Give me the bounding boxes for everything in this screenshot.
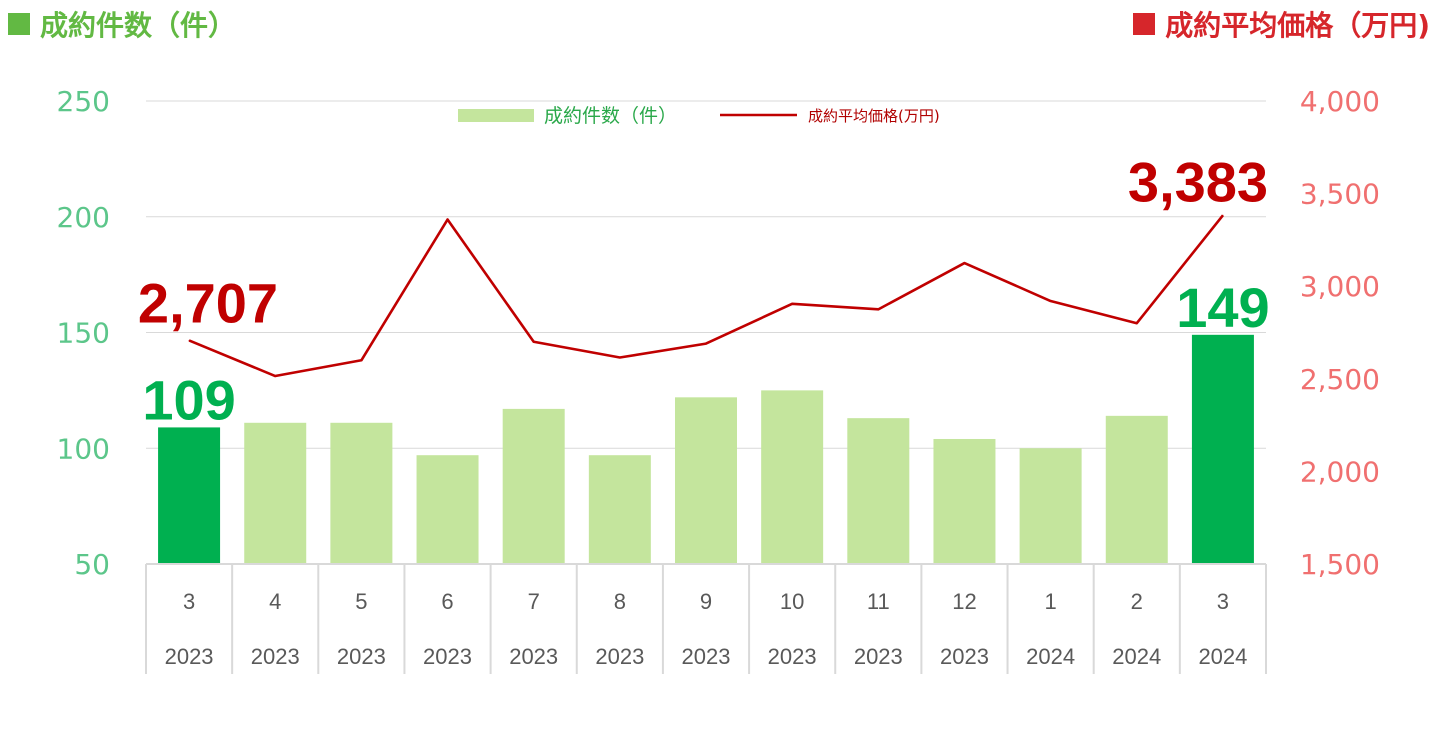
category-month-label: 12 <box>952 589 976 614</box>
right-tick-label: 4,000 <box>1300 85 1380 118</box>
right-tick-label: 1,500 <box>1300 548 1380 581</box>
right-tick-label: 3,000 <box>1300 270 1380 303</box>
category-year-label: 2023 <box>595 644 644 669</box>
count-bar <box>933 438 996 564</box>
count-bar <box>1191 334 1254 564</box>
category-year-label: 2023 <box>768 644 817 669</box>
count-bar <box>588 455 651 564</box>
price-point <box>1050 300 1052 302</box>
count-bar <box>502 408 565 564</box>
legend-count-label: 成約件数（件） <box>544 105 677 127</box>
price-point <box>1222 214 1224 216</box>
category-month-label: 5 <box>355 589 367 614</box>
left-tick-label: 100 <box>57 432 110 465</box>
price-point <box>274 375 276 377</box>
left-tick-label: 150 <box>57 317 110 350</box>
right-axis-title-text: 成約平均価格（万円) <box>1165 9 1430 42</box>
axes: 50 100 150 200 250 1,500 2,000 2,500 3,000 3,500 4… <box>57 85 1380 581</box>
count-bar <box>244 422 307 564</box>
price-point <box>619 357 621 359</box>
price-point <box>360 359 362 361</box>
category-year-label: 2023 <box>165 644 214 669</box>
category-year-label: 2023 <box>682 644 731 669</box>
right-tick-label: 2,500 <box>1300 363 1380 396</box>
price-point <box>188 339 190 341</box>
category-axis: 3 2023 4 2023 5 2023 6 2023 7 2023 8 2023 9 2023 10 202… <box>145 563 1267 674</box>
right-tick-label: 3,500 <box>1300 178 1380 211</box>
category-year-label: 2024 <box>1112 644 1161 669</box>
category-year-label: 2023 <box>940 644 989 669</box>
last-price-label: 3,383 <box>1128 150 1268 213</box>
left-axis-title: 成約件数（件） <box>8 4 236 44</box>
left-axis-title-text: 成約件数（件） <box>40 9 237 42</box>
category-month-label: 1 <box>1044 589 1056 614</box>
price-point <box>877 308 879 310</box>
category-month-label: 3 <box>183 589 195 614</box>
count-bar <box>761 390 824 564</box>
category-year-label: 2024 <box>1026 644 1075 669</box>
count-bar <box>416 455 479 564</box>
left-tick-label: 50 <box>74 548 110 581</box>
category-year-label: 2024 <box>1198 644 1247 669</box>
category-year-label: 2023 <box>423 644 472 669</box>
category-month-label: 10 <box>780 589 804 614</box>
price-point <box>447 219 449 221</box>
category-year-label: 2023 <box>251 644 300 669</box>
price-point <box>963 262 965 264</box>
count-bar <box>847 418 910 564</box>
price-point <box>705 343 707 345</box>
price-point <box>533 341 535 343</box>
price-legend-square-icon <box>1133 13 1156 35</box>
first-price-label: 2,707 <box>138 271 278 334</box>
count-bar <box>675 397 737 564</box>
category-month-label: 2 <box>1131 589 1143 614</box>
right-tick-label: 2,000 <box>1300 455 1380 488</box>
category-year-label: 2023 <box>337 644 386 669</box>
category-month-label: 6 <box>441 589 453 614</box>
count-legend-square-icon <box>8 13 30 35</box>
legend-count-swatch <box>458 109 534 122</box>
legend-price-label: 成約平均価格(万円) <box>808 107 940 125</box>
category-month-label: 4 <box>269 589 281 614</box>
category-month-label: 3 <box>1217 589 1229 614</box>
left-tick-label: 200 <box>57 201 110 234</box>
category-year-label: 2023 <box>854 644 903 669</box>
legend: 成約件数（件） 成約平均価格(万円) <box>458 105 940 127</box>
last-count-label: 149 <box>1176 276 1269 339</box>
count-bar <box>1105 415 1168 564</box>
right-axis-title: 成約平均価格（万円) <box>1133 4 1430 44</box>
price-point <box>791 303 793 305</box>
first-count-label: 109 <box>142 368 235 431</box>
category-month-label: 11 <box>867 589 890 614</box>
count-bar <box>158 427 221 564</box>
category-month-label: 7 <box>528 589 540 614</box>
left-tick-label: 250 <box>57 85 110 118</box>
bars <box>158 334 1254 564</box>
category-year-label: 2023 <box>509 644 558 669</box>
price-point <box>1136 322 1138 324</box>
category-month-label: 8 <box>614 589 626 614</box>
price-line <box>188 214 1224 378</box>
data-labels: 109 149 2,707 3,383 <box>138 150 1270 431</box>
category-month-label: 9 <box>700 589 712 614</box>
count-bar <box>1019 448 1082 564</box>
price-line-path <box>188 214 1224 378</box>
count-bar <box>330 422 393 564</box>
